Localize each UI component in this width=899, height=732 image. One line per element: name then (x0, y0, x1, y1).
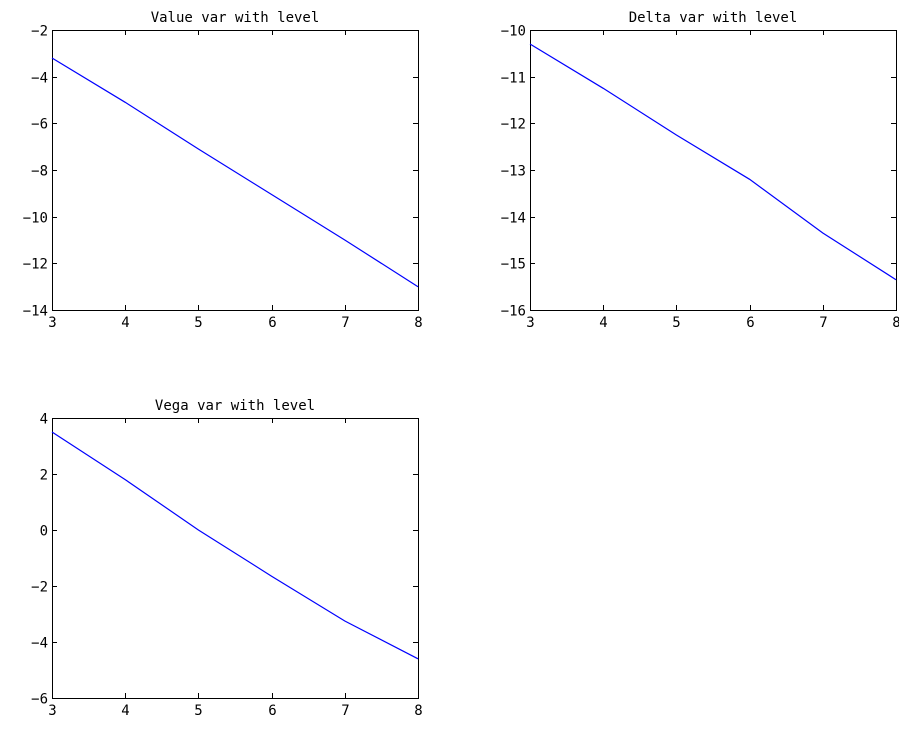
y-tick-label: 2 (40, 468, 48, 484)
y-tick-label: −10 (23, 211, 48, 227)
chart-title: Delta var with level (629, 10, 798, 26)
x-tick-label: 3 (526, 315, 534, 331)
y-tick-label: −16 (501, 304, 526, 320)
x-tick-label: 8 (414, 703, 422, 719)
y-tick-label: −14 (23, 304, 48, 320)
y-tick-label: −2 (31, 580, 48, 596)
chart-title: Value var with level (151, 10, 320, 26)
y-tick-label: −6 (31, 692, 48, 708)
x-tick-label: 7 (341, 703, 349, 719)
chart-2: Delta var with level 3 4 5 6 7 8 −16 −15 −14 −13 −1… (501, 10, 899, 331)
plot-frame (530, 30, 897, 311)
x-tick-label: 6 (746, 315, 754, 331)
chart-3: Vega var with level 3 4 5 6 7 8 −6 −4 −2 0 2 4 (31, 398, 423, 719)
chart-title: Vega var with level (155, 398, 315, 414)
series-line (51, 431, 419, 660)
x-tick-label: 3 (48, 315, 56, 331)
x-tick-label: 8 (414, 315, 422, 331)
x-tick-label: 4 (599, 315, 607, 331)
y-tick-label: −2 (31, 24, 48, 40)
x-tick-label: 7 (819, 315, 827, 331)
y-tick-label: −15 (501, 257, 526, 273)
y-tick-label: −8 (31, 164, 48, 180)
x-tick-label: 5 (194, 703, 202, 719)
series-line (51, 57, 419, 288)
y-tick-label: −12 (501, 117, 526, 133)
y-tick-label: −10 (501, 24, 526, 40)
y-tick-label: 0 (40, 524, 48, 540)
series-line (529, 43, 897, 281)
x-tick-label: 6 (268, 703, 276, 719)
x-tick-label: 3 (48, 703, 56, 719)
chart-1: Value var with level 3 4 5 6 7 8 −14 −12 −10 −8 −6 −… (23, 10, 423, 331)
y-tick-label: −12 (23, 257, 48, 273)
plot-frame (52, 418, 419, 699)
y-tick-label: 4 (40, 412, 48, 428)
y-tick-label: −14 (501, 211, 526, 227)
plot-frame (52, 30, 419, 311)
x-tick-label: 8 (892, 315, 899, 331)
x-tick-label: 5 (194, 315, 202, 331)
y-tick-label: −11 (501, 71, 526, 87)
x-tick-label: 7 (341, 315, 349, 331)
y-tick-label: −13 (501, 164, 526, 180)
x-tick-label: 6 (268, 315, 276, 331)
x-tick-label: 4 (121, 315, 129, 331)
y-tick-label: −4 (31, 71, 48, 87)
x-tick-label: 4 (121, 703, 129, 719)
y-tick-label: −6 (31, 117, 48, 133)
y-tick-label: −4 (31, 636, 48, 652)
x-tick-label: 5 (672, 315, 680, 331)
